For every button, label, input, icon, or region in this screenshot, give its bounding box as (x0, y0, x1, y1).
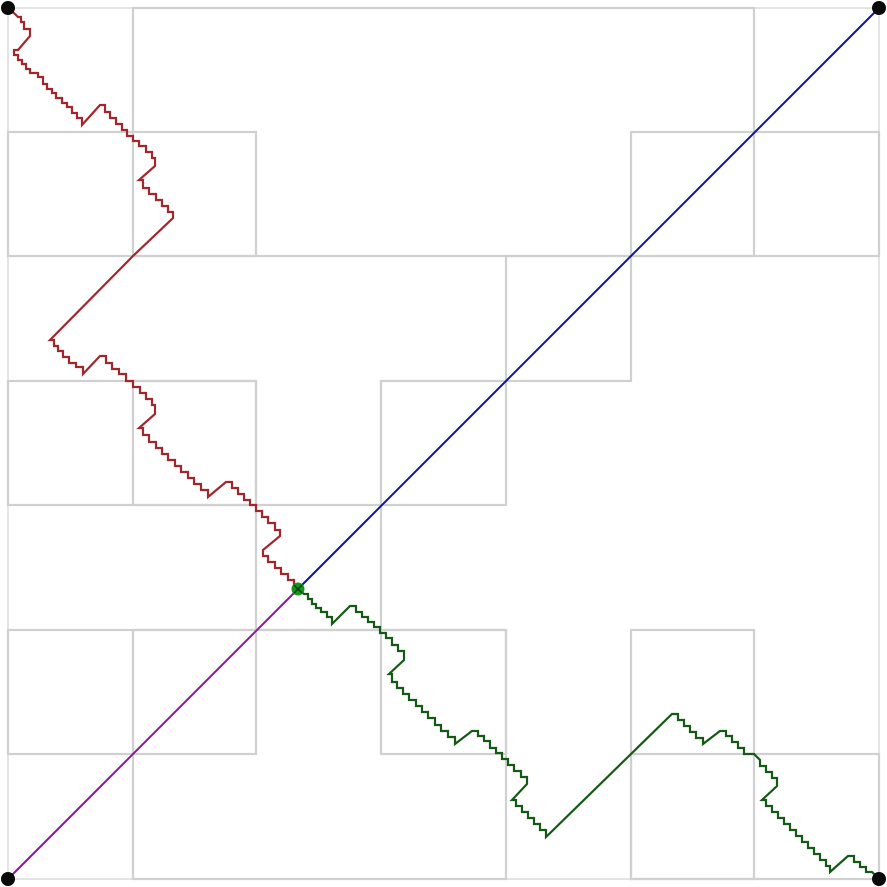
corner-node-bottom-right (872, 872, 886, 886)
grid-square (131, 379, 258, 507)
red-path (7, 7, 299, 590)
grid-square (254, 503, 383, 632)
corner-node-top-right (872, 1, 886, 15)
grid-square (504, 254, 633, 383)
green-path (297, 588, 880, 880)
corner-node-top-left (1, 1, 15, 15)
cross-icon (293, 584, 303, 594)
blue-path (297, 7, 880, 590)
center-marker (291, 582, 305, 596)
grid-square (379, 379, 508, 507)
grid-squares (6, 6, 881, 881)
purple-path (7, 588, 299, 880)
grid-square (379, 628, 508, 756)
corner-node-bottom-left (1, 872, 15, 886)
